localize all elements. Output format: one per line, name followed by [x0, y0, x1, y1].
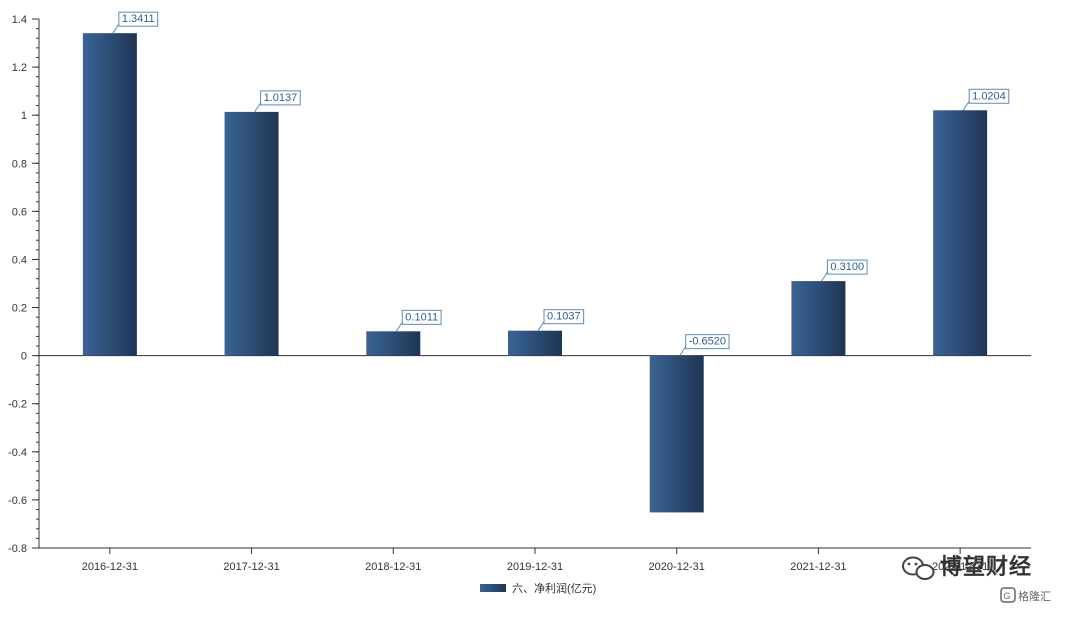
- svg-text:G: G: [1004, 591, 1011, 601]
- x-axis: 2016-12-31 2017-12-31 2018-12-31 2019-12-31…: [39, 355, 1031, 573]
- data-label-text: 0.1011: [405, 311, 438, 323]
- data-label-box: [685, 334, 730, 350]
- leader-line: [112, 23, 120, 34]
- y-tick-label: 0.4: [12, 254, 27, 266]
- bar[interactable]: [791, 281, 846, 356]
- watermark-source: 格隆汇: [1018, 589, 1051, 603]
- data-label-box: [968, 88, 1010, 104]
- x-tick-label: 2016-12-31: [82, 561, 138, 573]
- data-label: 0.1037: [537, 309, 585, 331]
- data-label-text: 0.1037: [547, 311, 581, 323]
- y-tick-label: 1: [21, 110, 27, 122]
- bar[interactable]: [649, 355, 704, 513]
- bar[interactable]: [933, 110, 988, 356]
- data-label-box: [543, 309, 585, 325]
- y-tick-label: -0.2: [8, 399, 27, 411]
- wechat-icon: [902, 556, 935, 580]
- data-label-text: 0.3100: [830, 261, 864, 273]
- y-tick-label: -0.6: [8, 495, 27, 507]
- data-label-box: [826, 259, 868, 275]
- x-tick-label: 2020-12-31: [649, 561, 705, 573]
- x-tick-label: 2022-12-31: [932, 561, 988, 573]
- y-tick-label: 0.8: [12, 158, 27, 170]
- data-label: 1.0204: [962, 88, 1010, 111]
- y-tick-label: 1.2: [12, 62, 27, 74]
- bar[interactable]: [224, 111, 279, 356]
- bar[interactable]: [508, 330, 562, 356]
- legend-label: 六、净利润(亿元): [512, 581, 596, 595]
- watermark-text: 博望财经: [940, 554, 1032, 579]
- y-tick-label: 0.6: [12, 206, 27, 218]
- x-tick-label: 2018-12-31: [365, 561, 421, 573]
- data-label-text: 1.3411: [122, 13, 155, 25]
- leader-line: [537, 321, 545, 331]
- bar-series: [82, 33, 988, 513]
- leader-line: [821, 271, 828, 282]
- y-tick-label: 0: [21, 351, 27, 363]
- data-label: 1.3411: [112, 11, 159, 34]
- data-label: 1.0137: [254, 90, 301, 113]
- y-tick-label: 0.2: [12, 303, 27, 315]
- y-axis: 1.4 1.2 1 0.8 0.6 0.4 0.2 0 -0.2 -0.4 -0.6 -0.8: [8, 14, 40, 555]
- legend[interactable]: 六、净利润(亿元): [480, 581, 596, 595]
- y-tick-label: -0.8: [8, 543, 27, 555]
- y-tick-label: 1.4: [12, 14, 27, 26]
- leader-line: [254, 102, 261, 113]
- leader-line: [962, 100, 970, 111]
- data-label-text: -0.6520: [689, 336, 726, 348]
- data-label: -0.6520: [679, 334, 730, 356]
- leader-line: [395, 322, 403, 332]
- data-labels: 1.3411 1.0137 0.1011 0.1037 -0.6520 0.3100 1.0…: [112, 11, 1010, 356]
- data-label-text: 1.0137: [264, 92, 298, 104]
- data-label: 0.3100: [821, 259, 868, 282]
- y-tick-label: -0.4: [8, 447, 27, 459]
- watermark: 博望财经 G 格隆汇: [902, 554, 1051, 603]
- data-label-box: [401, 309, 442, 325]
- leader-line: [679, 346, 687, 356]
- bar[interactable]: [366, 331, 421, 356]
- x-tick-label: 2017-12-31: [223, 561, 279, 573]
- data-label-box: [118, 11, 159, 27]
- bar[interactable]: [82, 33, 137, 356]
- data-label: 0.1011: [395, 309, 442, 332]
- glh-logo-icon: G: [1000, 587, 1016, 603]
- data-label-text: 1.0204: [972, 90, 1006, 102]
- data-label-box: [260, 90, 301, 106]
- x-tick-label: 2021-12-31: [790, 561, 846, 573]
- legend-swatch: [480, 584, 506, 592]
- x-tick-label: 2019-12-31: [507, 561, 563, 573]
